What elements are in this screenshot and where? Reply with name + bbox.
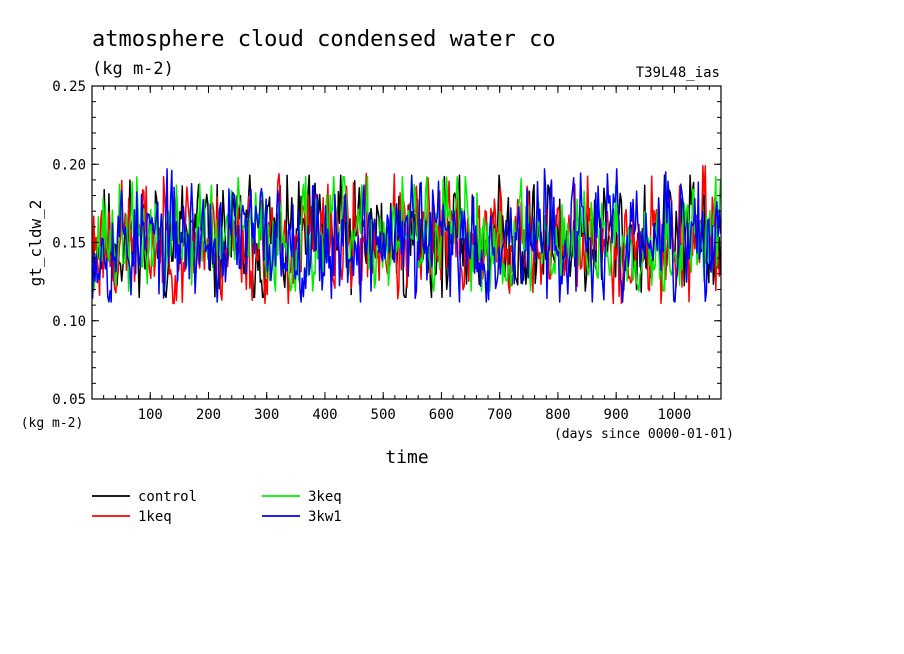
x-tick-label: 1000 [658,407,692,423]
legend-label-3keq: 3keq [308,489,342,505]
chart-title: atmosphere cloud condensed water co [92,27,556,52]
legend-label-control: control [138,489,197,505]
x-tick-label: 100 [138,407,163,423]
x-tick-label: 600 [429,407,454,423]
run-tag: T39L48_ias [636,65,720,81]
x-axis-title: time [385,447,428,468]
y-tick-label: 0.20 [52,157,86,173]
series-line-3kw1 [91,168,722,303]
y-axis-title: gt_cldw_2 [26,200,45,287]
ticks-layer: 0.05 0.10 0.15 0.20 0.25 100 200 300 400 500 600 70… [52,79,721,423]
y-tick-label: 0.25 [52,79,86,95]
legend-label-1keq: 1keq [138,509,172,525]
y-tick-label: 0.10 [52,314,86,330]
x-tick-label: 500 [371,407,396,423]
x-tick-label: 200 [196,407,221,423]
y-tick-label: 0.05 [52,392,86,408]
x-unit-label: (days since 0000-01-01) [554,427,734,442]
y-unit-label: (kg m-2) [21,416,84,431]
y-tick-label: 0.15 [52,236,86,252]
x-tick-label: 800 [545,407,570,423]
chart-subtitle: (kg m-2) [92,59,174,79]
x-tick-label: 900 [604,407,629,423]
x-tick-label: 700 [487,407,512,423]
plot-frame [91,85,722,400]
x-tick-label: 400 [312,407,337,423]
series-layer [91,165,722,305]
x-tick-label: 300 [254,407,279,423]
legend: control 1keq 3keq 3kw1 [92,489,342,525]
legend-label-3kw1: 3kw1 [308,509,342,525]
